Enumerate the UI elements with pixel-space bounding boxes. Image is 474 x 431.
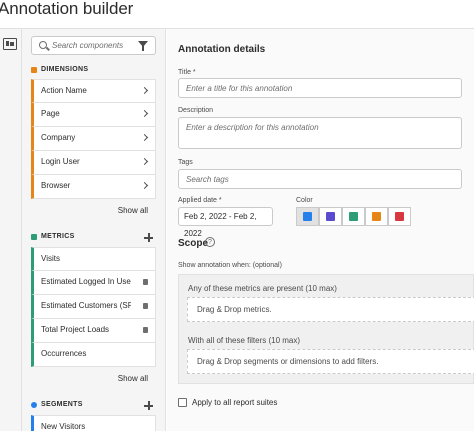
apply-all-label[interactable]: Apply to all report suites: [192, 398, 278, 407]
swatch-chip: [349, 212, 358, 221]
color-swatch-green[interactable]: [342, 207, 365, 226]
list-item-label: Visits: [41, 254, 60, 263]
list-item[interactable]: Page: [31, 103, 156, 127]
chevron-right-icon: [140, 109, 149, 118]
segments-label: SEGMENTS: [41, 401, 83, 408]
swatch-chip: [303, 212, 312, 221]
chevron-right-icon: [140, 86, 149, 95]
color-swatch-orange[interactable]: [365, 207, 388, 226]
swatch-chip: [326, 212, 335, 221]
segments-icon: [31, 402, 37, 408]
list-item[interactable]: Action Name: [31, 79, 156, 103]
description-textarea[interactable]: [178, 117, 462, 149]
list-item[interactable]: Company: [31, 127, 156, 151]
metrics-zone-label: Any of these metrics are present (10 max…: [188, 284, 337, 293]
tags-input[interactable]: [178, 169, 462, 189]
list-item-label: Page: [41, 109, 60, 118]
date-range-picker[interactable]: Feb 2, 2022 - Feb 2, 2022: [178, 207, 273, 238]
list-item-label: Company: [41, 133, 76, 142]
applied-date-label: Applied date *: [178, 197, 222, 204]
list-item-label: Browser: [41, 181, 71, 190]
list-item-label: New Visitors: [41, 422, 86, 431]
search-icon: [39, 41, 47, 49]
list-item[interactable]: Browser: [31, 175, 156, 199]
dimensions-show-all-link[interactable]: Show all: [117, 206, 148, 215]
filter-icon[interactable]: [138, 41, 148, 51]
metrics-list: Visits Estimated Logged In User... Estim…: [31, 247, 156, 367]
chevron-right-icon: [140, 157, 149, 166]
color-label: Color: [296, 197, 313, 204]
page-title: Annotation builder: [0, 0, 134, 18]
list-item[interactable]: Visits: [31, 247, 156, 271]
list-item-label: Estimated Customers (SPA): [41, 301, 131, 310]
required-mark: *: [218, 197, 222, 204]
scope-conditions: Any of these metrics are present (10 max…: [178, 274, 474, 384]
left-rail: [0, 29, 22, 431]
metrics-drop-zone[interactable]: Drag & Drop metrics.: [187, 297, 474, 322]
annotation-details-panel: Annotation details Title * Description T…: [167, 29, 474, 431]
show-when-label: Show annotation when: (optional): [178, 262, 282, 269]
title-input[interactable]: [178, 78, 462, 98]
list-item[interactable]: Total Project Loads: [31, 319, 156, 343]
color-swatch-blue[interactable]: [296, 207, 319, 226]
list-item[interactable]: New Visitors: [31, 415, 156, 431]
color-picker: [296, 207, 414, 226]
add-segment-icon[interactable]: [144, 401, 153, 410]
swatch-chip: [395, 212, 404, 221]
panel-icon[interactable]: [3, 38, 17, 50]
applied-date-label-text: Applied date: [178, 197, 217, 204]
dimensions-label: DIMENSIONS: [41, 66, 89, 73]
calculator-icon: [143, 279, 148, 285]
title-label: Title *: [178, 69, 196, 76]
tags-label: Tags: [178, 159, 193, 166]
scope-title: Scope: [178, 238, 209, 249]
calculator-icon: [143, 303, 148, 309]
list-item-label: Estimated Logged In User...: [41, 277, 131, 286]
search-box[interactable]: [31, 36, 156, 55]
metrics-icon: [31, 234, 37, 240]
dimensions-heading: DIMENSIONS: [31, 66, 156, 76]
list-item[interactable]: Occurrences: [31, 343, 156, 367]
metrics-label: METRICS: [41, 233, 75, 240]
apply-all-checkbox[interactable]: [178, 398, 187, 407]
list-item-label: Occurrences: [41, 349, 87, 358]
list-item[interactable]: Login User: [31, 151, 156, 175]
color-swatch-indigo[interactable]: [319, 207, 342, 226]
search-input[interactable]: [52, 39, 132, 52]
header-bar: Annotation builder: [0, 0, 474, 29]
swatch-chip: [372, 212, 381, 221]
description-label: Description: [178, 107, 214, 114]
section-title: Annotation details: [178, 44, 266, 55]
list-item-label: Action Name: [41, 86, 87, 95]
metrics-heading: METRICS: [31, 233, 156, 243]
components-panel: DIMENSIONS Action Name Page Company Logi…: [22, 29, 166, 431]
list-item[interactable]: Estimated Customers (SPA): [31, 295, 156, 319]
color-swatch-red[interactable]: [388, 207, 411, 226]
dimensions-list: Action Name Page Company Login User Brow…: [31, 79, 156, 199]
add-metric-icon[interactable]: [144, 233, 153, 242]
help-icon[interactable]: ?: [205, 237, 215, 247]
list-item-label: Total Project Loads: [41, 325, 110, 334]
list-item-label: Login User: [41, 157, 80, 166]
segments-list: New Visitors: [31, 415, 156, 431]
required-mark: *: [192, 69, 196, 76]
metrics-show-all-link[interactable]: Show all: [117, 374, 148, 383]
chevron-right-icon: [140, 181, 149, 190]
segments-heading: SEGMENTS: [31, 401, 156, 411]
filters-zone-label: With all of these filters (10 max): [188, 336, 301, 345]
title-label-text: Title: [178, 69, 191, 76]
filters-drop-zone[interactable]: Drag & Drop segments or dimensions to ad…: [187, 349, 474, 374]
list-item[interactable]: Estimated Logged In User...: [31, 271, 156, 295]
calculator-icon: [143, 327, 148, 333]
chevron-right-icon: [140, 133, 149, 142]
dimensions-icon: [31, 67, 37, 73]
